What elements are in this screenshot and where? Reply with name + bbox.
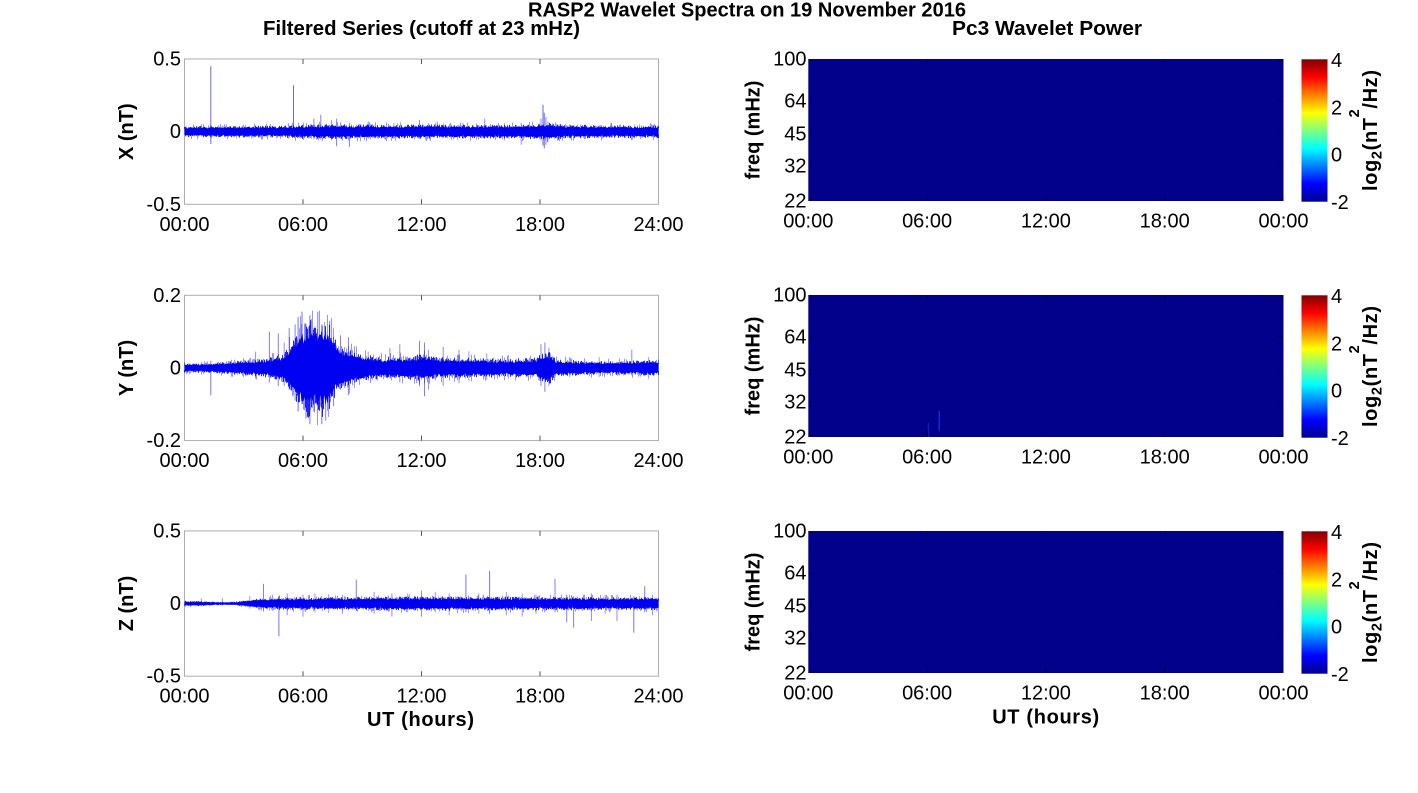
svg-text:06:00: 06:00 [902, 683, 952, 705]
svg-text:12:00: 12:00 [1021, 447, 1071, 469]
svg-text:4: 4 [1331, 286, 1342, 308]
svg-text:Filtered Series (cutoff at 23: Filtered Series (cutoff at 23 mHz) [263, 18, 580, 40]
svg-text:24:00: 24:00 [633, 214, 683, 236]
svg-text:00:00: 00:00 [783, 211, 833, 233]
svg-text:100: 100 [773, 521, 806, 543]
svg-text:freq (mHz): freq (mHz) [743, 317, 765, 416]
svg-text:0: 0 [170, 358, 181, 380]
svg-text:-2: -2 [1331, 664, 1349, 686]
svg-text:06:00: 06:00 [278, 686, 328, 708]
svg-text:-0.5: -0.5 [147, 666, 181, 688]
svg-text:18:00: 18:00 [1140, 211, 1190, 233]
svg-text:Z (nT): Z (nT) [116, 576, 138, 632]
svg-text:00:00: 00:00 [1258, 447, 1308, 469]
svg-text:22: 22 [784, 427, 806, 449]
svg-text:-2: -2 [1331, 428, 1349, 450]
svg-text:12:00: 12:00 [396, 214, 446, 236]
svg-text:32: 32 [784, 155, 806, 177]
svg-text:18:00: 18:00 [515, 450, 565, 472]
svg-text:0: 0 [1331, 617, 1342, 639]
svg-text:-0.2: -0.2 [147, 430, 181, 452]
svg-text:32: 32 [784, 627, 806, 649]
svg-text:-2: -2 [1331, 192, 1349, 214]
svg-text:06:00: 06:00 [902, 447, 952, 469]
svg-text:22: 22 [784, 191, 806, 213]
svg-text:0: 0 [1331, 381, 1342, 403]
svg-text:32: 32 [784, 391, 806, 413]
svg-text:45: 45 [784, 359, 806, 381]
svg-text:45: 45 [784, 123, 806, 145]
svg-text:24:00: 24:00 [633, 686, 683, 708]
svg-text:RASP2 Wavelet Spectra on 19 No: RASP2 Wavelet Spectra on 19 November 201… [528, 0, 966, 22]
svg-text:12:00: 12:00 [1021, 211, 1071, 233]
svg-text:00:00: 00:00 [783, 447, 833, 469]
svg-text:12:00: 12:00 [1021, 683, 1071, 705]
svg-text:0.2: 0.2 [153, 285, 181, 307]
svg-text:18:00: 18:00 [1140, 683, 1190, 705]
svg-text:2: 2 [1331, 333, 1342, 355]
svg-text:12:00: 12:00 [396, 686, 446, 708]
svg-text:00:00: 00:00 [159, 214, 209, 236]
svg-text:18:00: 18:00 [515, 686, 565, 708]
svg-text:00:00: 00:00 [1258, 211, 1308, 233]
svg-text:4: 4 [1331, 50, 1342, 72]
svg-text:64: 64 [784, 326, 806, 348]
svg-text:log2(nT2/Hz): log2(nT2/Hz) [1347, 306, 1386, 427]
svg-text:Pc3 Wavelet Power: Pc3 Wavelet Power [952, 18, 1142, 40]
svg-text:UT (hours): UT (hours) [992, 707, 1099, 729]
svg-text:06:00: 06:00 [278, 214, 328, 236]
svg-text:18:00: 18:00 [515, 214, 565, 236]
svg-text:0: 0 [170, 121, 181, 143]
svg-text:00:00: 00:00 [159, 686, 209, 708]
svg-text:06:00: 06:00 [902, 211, 952, 233]
svg-text:2: 2 [1331, 569, 1342, 591]
svg-text:0.5: 0.5 [153, 520, 181, 542]
svg-text:4: 4 [1331, 522, 1342, 544]
svg-text:-0.5: -0.5 [147, 194, 181, 216]
svg-text:freq (mHz): freq (mHz) [743, 553, 765, 652]
svg-text:12:00: 12:00 [396, 450, 446, 472]
svg-text:64: 64 [784, 90, 806, 112]
svg-text:100: 100 [773, 49, 806, 71]
svg-text:00:00: 00:00 [159, 450, 209, 472]
svg-text:2: 2 [1331, 97, 1342, 119]
svg-text:UT (hours): UT (hours) [367, 709, 474, 731]
svg-text:freq (mHz): freq (mHz) [743, 81, 765, 180]
svg-text:0.5: 0.5 [153, 49, 181, 71]
svg-text:X (nT): X (nT) [116, 103, 138, 160]
svg-text:45: 45 [784, 595, 806, 617]
svg-text:0: 0 [170, 593, 181, 615]
svg-text:100: 100 [773, 285, 806, 307]
svg-text:0: 0 [1331, 145, 1342, 167]
svg-text:18:00: 18:00 [1140, 447, 1190, 469]
svg-text:00:00: 00:00 [1258, 683, 1308, 705]
svg-text:06:00: 06:00 [278, 450, 328, 472]
svg-text:64: 64 [784, 562, 806, 584]
svg-text:Y (nT): Y (nT) [116, 340, 138, 396]
svg-text:00:00: 00:00 [783, 683, 833, 705]
svg-text:22: 22 [784, 663, 806, 685]
svg-text:24:00: 24:00 [633, 450, 683, 472]
